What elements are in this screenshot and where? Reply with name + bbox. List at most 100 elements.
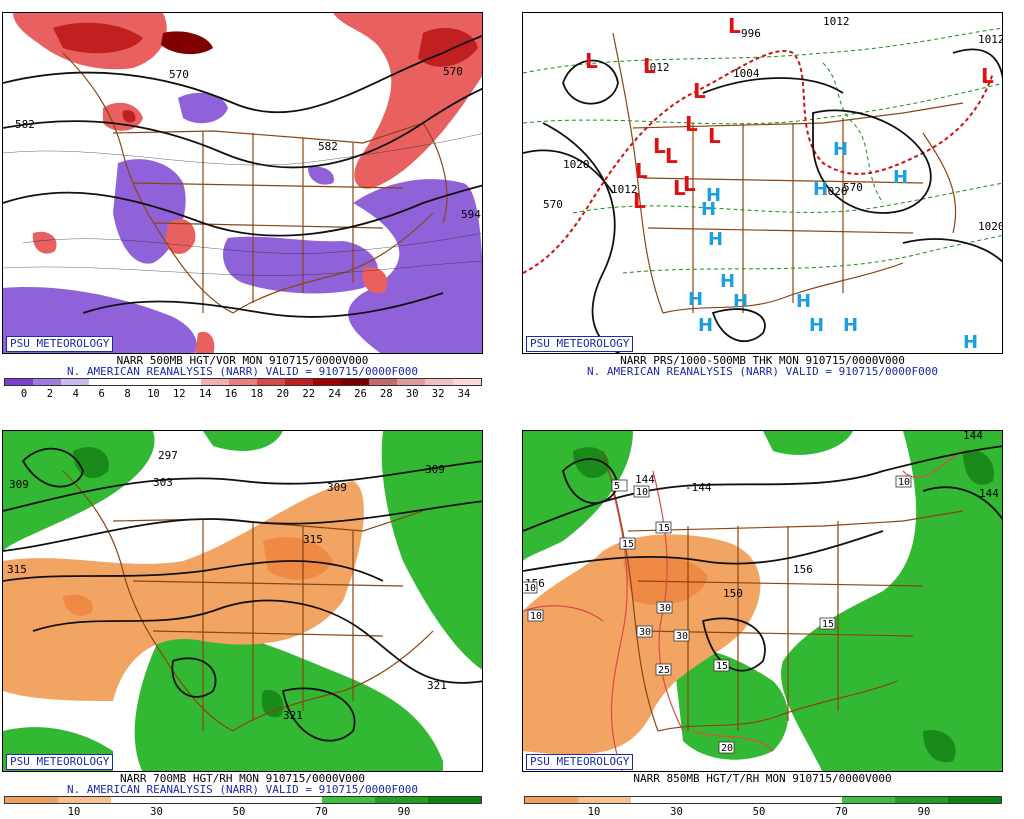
colorbar-tick-label: 50	[752, 806, 766, 818]
colorbar-tick-label: 0	[20, 388, 28, 400]
low-pressure-marker: L	[685, 112, 698, 136]
colorbar-tick-label: 50	[232, 806, 246, 818]
chart-title: NARR PRS/1000-500MB THK MON 910715/0000V…	[620, 354, 905, 367]
colorbar-swatch	[257, 379, 285, 385]
colorbar-tick-label: 30	[670, 806, 683, 818]
low-pressure-marker: L	[728, 14, 741, 38]
height-contour-label: -144	[685, 481, 712, 494]
height-contour-label: 315	[7, 563, 27, 576]
low-pressure-marker: L	[708, 124, 721, 148]
colorbar-tick-label: 4	[72, 388, 79, 400]
temperature-label-box	[633, 485, 650, 498]
high-pressure-marker: H	[833, 139, 848, 160]
high-pressure-marker: H	[698, 315, 713, 336]
colorbar-swatch	[425, 379, 453, 385]
psu-meteorology-badge: PSU METEOROLOGY	[6, 754, 114, 770]
colorbar-swatch	[269, 797, 323, 803]
colorbar-swatch	[216, 797, 270, 803]
colorbar-swatch	[89, 379, 117, 385]
colorbar-tick-label: 70	[315, 806, 328, 818]
colorbar-tick-label: 24	[328, 388, 341, 400]
high-pressure-marker: H	[708, 229, 723, 250]
height-contour-label: 321	[427, 679, 447, 692]
colorbar-tick-label: 10	[147, 388, 160, 400]
temperature-label: 15	[658, 523, 670, 534]
temperature-label-box	[655, 521, 672, 534]
isobar-label: 1020	[563, 158, 590, 171]
colorbar-swatch	[736, 797, 790, 803]
low-pressure-marker: L	[683, 172, 696, 196]
temperature-label: 10	[898, 477, 910, 488]
colorbar-tick-label: 90	[397, 806, 411, 818]
colorbar	[524, 796, 1002, 804]
temperature-label-box	[895, 475, 912, 488]
isobar-label: 1012	[611, 183, 638, 196]
temperature-label: 30	[659, 603, 671, 614]
high-pressure-marker: H	[796, 291, 811, 312]
temperature-label-box	[713, 659, 730, 672]
temperature-label-box	[673, 629, 690, 642]
height-contour-label: 303	[153, 476, 173, 489]
colorbar-tick-label: 70	[835, 806, 848, 818]
colorbar-tick-label: 90	[917, 806, 931, 818]
colorbar-tick-label: 14	[198, 388, 212, 400]
colorbar-tick-label: 20	[276, 388, 290, 400]
high-pressure-marker: H	[893, 167, 908, 188]
colorbar-swatch	[397, 379, 425, 385]
colorbar-swatch	[369, 379, 397, 385]
temperature-label: 30	[639, 627, 651, 638]
height-contour-label: 315	[303, 533, 323, 546]
colorbar-tick-label: 34	[457, 388, 471, 400]
contour-label: 594	[461, 208, 481, 221]
colorbar-swatch	[630, 797, 684, 803]
low-pressure-marker: L	[635, 159, 648, 183]
colorbar-swatch	[201, 379, 229, 385]
colorbar-ticks: 0 2 4 6 8 10 12 14 16 18 20 22 24 26 28 30 32 34	[4, 388, 482, 400]
height-contour-label: 144	[635, 473, 655, 486]
colorbar-swatch	[683, 797, 737, 803]
colorbar-tick-label: 30	[150, 806, 163, 818]
height-contour-label: 144	[979, 487, 999, 500]
colorbar-swatch	[285, 379, 313, 385]
colorbar-tick-label: 8	[124, 388, 131, 400]
colorbar-ticks: 10 30 50 70 90	[4, 806, 482, 818]
colorbar-tick-label: 10	[587, 806, 601, 818]
colorbar-swatch	[5, 379, 33, 385]
high-pressure-marker: H	[809, 315, 824, 336]
temperature-label-box	[655, 663, 672, 676]
colorbar-swatch	[895, 797, 949, 803]
colorbar-tick-label: 12	[172, 388, 186, 400]
high-pressure-marker: H	[813, 179, 828, 200]
high-pressure-marker: H	[701, 199, 716, 220]
height-contour-label: 309	[425, 463, 445, 476]
temperature-label: 5	[614, 481, 620, 492]
temperature-label-box	[523, 581, 538, 594]
temperature-label: 15	[622, 539, 634, 550]
psu-meteorology-badge: PSU METEOROLOGY	[6, 336, 114, 352]
temperature-label-box	[611, 479, 628, 492]
height-contour-label: 309	[327, 481, 347, 494]
high-pressure-marker: H	[733, 291, 748, 312]
low-pressure-marker: L	[665, 144, 678, 168]
isobar-label: 1012	[978, 33, 1003, 46]
isobar-label: 570	[543, 198, 563, 211]
isobar-label: 1012	[823, 15, 850, 28]
isobar-label: 1004	[733, 67, 760, 80]
colorbar-swatch	[117, 379, 145, 385]
height-contour-label: 144	[963, 431, 983, 442]
colorbar-tick-label: 18	[250, 388, 264, 400]
temperature-label: 15	[822, 619, 834, 630]
isobar-label: 1020	[821, 185, 848, 198]
temperature-label: 25	[658, 665, 670, 676]
temperature-label: 10	[530, 611, 542, 622]
isobar-label: 1012	[643, 61, 670, 74]
colorbar-swatch	[525, 797, 578, 803]
colorbar-swatch	[428, 797, 482, 803]
map-500mb-vorticity: 570 582 582 570 594 PSU METEOROLOGY	[2, 12, 483, 354]
psu-meteorology-badge: PSU METEOROLOGY	[526, 754, 634, 770]
low-pressure-marker: L	[633, 189, 646, 213]
high-pressure-marker: H	[963, 332, 978, 353]
colorbar-swatch	[341, 379, 369, 385]
colorbar-tick-label: 26	[354, 388, 367, 400]
contour-label: 582	[15, 118, 35, 131]
